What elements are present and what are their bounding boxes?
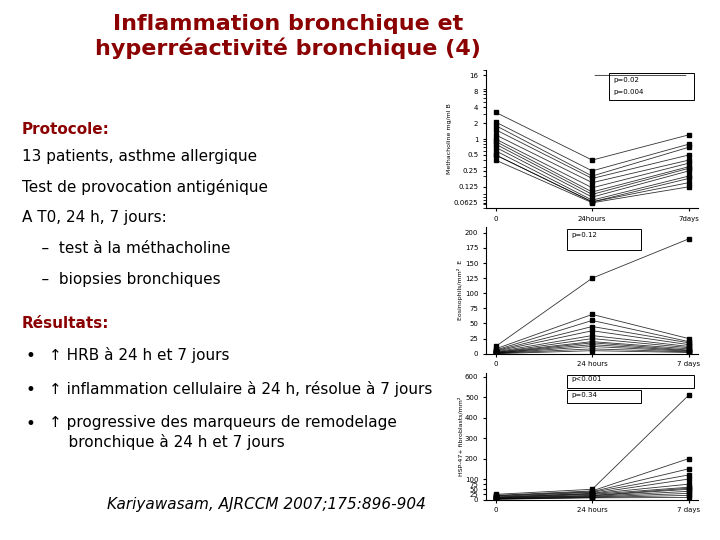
Text: p=0.34: p=0.34 bbox=[571, 392, 597, 397]
Text: Kariyawasam, AJRCCM 2007;175:896-904: Kariyawasam, AJRCCM 2007;175:896-904 bbox=[107, 497, 426, 512]
Text: Test de provocation antigénique: Test de provocation antigénique bbox=[22, 179, 268, 195]
Text: Inflammation bronchique et
hyperréactivité bronchique (4): Inflammation bronchique et hyperréactivi… bbox=[95, 14, 481, 59]
Y-axis label: Eosinophils/mm²  E: Eosinophils/mm² E bbox=[457, 260, 464, 320]
Text: 13 patients, asthme allergique: 13 patients, asthme allergique bbox=[22, 148, 257, 164]
Text: •: • bbox=[25, 415, 35, 433]
Text: p=0.02: p=0.02 bbox=[613, 77, 639, 83]
Text: •: • bbox=[25, 347, 35, 364]
Text: ↑ HRB à 24 h et 7 jours: ↑ HRB à 24 h et 7 jours bbox=[49, 347, 230, 363]
Text: –  biopsies bronchiques: – biopsies bronchiques bbox=[22, 272, 220, 287]
Text: p=0.004: p=0.004 bbox=[613, 90, 644, 96]
Bar bbox=[567, 230, 641, 249]
Bar bbox=[567, 375, 694, 388]
Text: p<0.001: p<0.001 bbox=[571, 376, 601, 382]
Bar bbox=[567, 390, 641, 403]
Text: Cellular Inflammation: Cellular Inflammation bbox=[541, 338, 643, 347]
Text: Résultats:: Résultats: bbox=[22, 316, 109, 331]
Text: –  test à la méthacholine: – test à la méthacholine bbox=[22, 241, 230, 256]
Text: A T0, 24 h, 7 jours:: A T0, 24 h, 7 jours: bbox=[22, 210, 166, 225]
Text: ↑ inflammation cellulaire à 24 h, résolue à 7 jours: ↑ inflammation cellulaire à 24 h, résolu… bbox=[49, 381, 432, 397]
Y-axis label: HSP-47+ fibroblasts/mm²: HSP-47+ fibroblasts/mm² bbox=[458, 396, 464, 476]
Text: •: • bbox=[25, 381, 35, 399]
Text: p=0.12: p=0.12 bbox=[571, 232, 597, 238]
Bar bbox=[609, 73, 694, 100]
Text: Protocole:: Protocole: bbox=[22, 122, 109, 137]
Text: ↑ progressive des marqueurs de remodelage
    bronchique à 24 h et 7 jours: ↑ progressive des marqueurs de remodelag… bbox=[49, 415, 397, 450]
Y-axis label: Methacholine mg/ml B: Methacholine mg/ml B bbox=[447, 104, 452, 174]
